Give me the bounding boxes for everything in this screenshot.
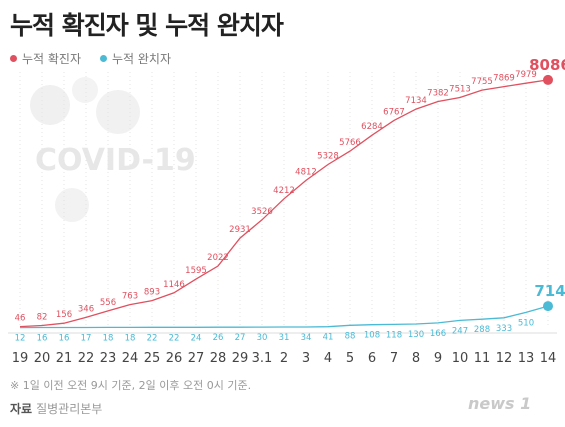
recovered-value-label: 88	[345, 331, 356, 341]
recovered-value-label: 18	[125, 333, 136, 343]
x-tick-label: 14	[540, 351, 557, 366]
x-tick-label: 11	[474, 351, 491, 366]
gridlines	[8, 72, 557, 334]
confirmed-value-label: 4212	[273, 186, 295, 196]
x-tick-label: 10	[452, 351, 469, 366]
x-tick-label: 21	[56, 351, 73, 366]
footnote: ※ 1일 이전 오전 9시 기준, 2일 이후 오전 0시 기준.	[10, 379, 252, 392]
recovered-value-label: 30	[257, 333, 268, 343]
confirmed-end-marker	[543, 74, 553, 85]
recovered-value-label: 22	[147, 333, 158, 343]
recovered-value-label: 12	[15, 334, 26, 344]
confirmed-value-label: 2931	[229, 225, 251, 235]
x-tick-label: 27	[188, 351, 205, 366]
recovered-value-label: 26	[213, 333, 224, 343]
confirmed-value-label: 893	[144, 288, 160, 298]
legend-label-confirmed: 누적 확진자	[22, 52, 82, 66]
recovered-line	[19, 305, 549, 329]
confirmed-value-label: 7755	[471, 77, 493, 87]
legend-dot-confirmed	[10, 55, 17, 62]
x-tick-label: 3	[302, 351, 310, 366]
x-tick-label: 29	[232, 351, 249, 366]
confirmed-value-label: 46	[15, 314, 26, 324]
legend-item-recovered: 누적 완치자	[100, 50, 171, 67]
confirmed-value-label: 7869	[493, 74, 515, 84]
x-tick-label: 7	[390, 351, 398, 366]
recovered-value-label: 27	[235, 333, 246, 343]
confirmed-value-label: 7513	[449, 84, 471, 94]
confirmed-value-label: 82	[37, 312, 48, 322]
x-tick-label: 8	[412, 351, 420, 366]
confirmed-value-label: 346	[78, 304, 94, 314]
x-tick-label: 2	[280, 351, 288, 366]
confirmed-value-label: 2022	[207, 253, 229, 263]
confirmed-value-label: 6284	[361, 122, 383, 132]
confirmed-value-label: 763	[122, 292, 138, 302]
legend-item-confirmed: 누적 확진자	[10, 50, 81, 67]
source-text: 질병관리본부	[36, 402, 103, 416]
recovered-value-label: 18	[103, 333, 114, 343]
confirmed-value-label: 5328	[317, 152, 339, 162]
recovered-value-label: 108	[364, 331, 380, 341]
confirmed-value-label: 6767	[383, 107, 405, 117]
recovered-value-label: 34	[301, 333, 312, 343]
recovered-value-label: 17	[81, 333, 92, 343]
x-axis-ticks: 19 20 21 22 23 24 25 26 27 28 29 3.1 2 3 4 5 6 7 8 9 10 11 12 1…	[12, 351, 557, 366]
confirmed-value-label: 1146	[163, 280, 185, 290]
x-tick-label: 28	[210, 351, 227, 366]
x-tick-label: 5	[346, 351, 354, 366]
source-label: 자료	[10, 402, 33, 416]
recovered-value-label: 130	[408, 330, 424, 340]
recovered-value-label: 247	[452, 326, 468, 336]
confirmed-value-label: 156	[56, 310, 72, 320]
confirmed-value-label: 8086	[529, 56, 565, 74]
x-tick-label: 13	[518, 351, 535, 366]
confirmed-value-label: 5766	[339, 138, 361, 148]
recovered-value-label: 166	[430, 329, 446, 339]
recovered-value-label: 16	[59, 334, 70, 344]
x-tick-label: 22	[78, 351, 95, 366]
recovered-value-label: 24	[191, 333, 202, 343]
x-tick-label: 19	[12, 351, 29, 366]
confirmed-value-label: 3526	[251, 207, 273, 217]
x-tick-label: 12	[496, 351, 513, 366]
recovered-value-label: 22	[169, 333, 180, 343]
x-tick-label: 24	[122, 351, 139, 366]
recovered-value-label: 118	[386, 330, 402, 340]
confirmed-value-label: 1595	[185, 266, 207, 276]
confirmed-line	[19, 79, 549, 328]
legend-label-recovered: 누적 완치자	[112, 52, 172, 66]
confirmed-value-label: 7134	[405, 96, 427, 106]
legend-dot-recovered	[100, 55, 107, 62]
x-tick-label: 26	[166, 351, 183, 366]
news1-logo: news 1	[468, 394, 532, 413]
recovered-value-label: 288	[474, 325, 490, 335]
x-tick-label: 25	[144, 351, 161, 366]
chart-title: 누적 확진자 및 누적 완치자	[10, 11, 284, 40]
x-tick-label: 3.1	[252, 351, 273, 366]
recovered-value-label: 510	[518, 318, 534, 328]
recovered-end-marker	[543, 301, 553, 312]
watermark-text: COVID-19	[35, 143, 196, 178]
recovered-value-label: 714	[534, 282, 565, 300]
series-group	[19, 74, 553, 329]
confirmed-value-label: 7979	[515, 70, 537, 80]
confirmed-value-label: 556	[100, 298, 116, 308]
recovered-value-label: 41	[323, 333, 334, 343]
x-tick-label: 23	[100, 351, 117, 366]
recovered-value-label: 16	[37, 334, 48, 344]
x-tick-label: 4	[324, 351, 332, 366]
confirmed-value-label: 7382	[427, 89, 449, 99]
x-tick-label: 9	[434, 351, 442, 366]
source: 자료 질병관리본부	[10, 400, 102, 417]
confirmed-value-label: 4812	[295, 167, 317, 177]
x-tick-label: 20	[34, 351, 51, 366]
recovered-value-label: 31	[279, 333, 290, 343]
recovered-value-label: 333	[496, 324, 512, 334]
x-tick-label: 6	[368, 351, 376, 366]
